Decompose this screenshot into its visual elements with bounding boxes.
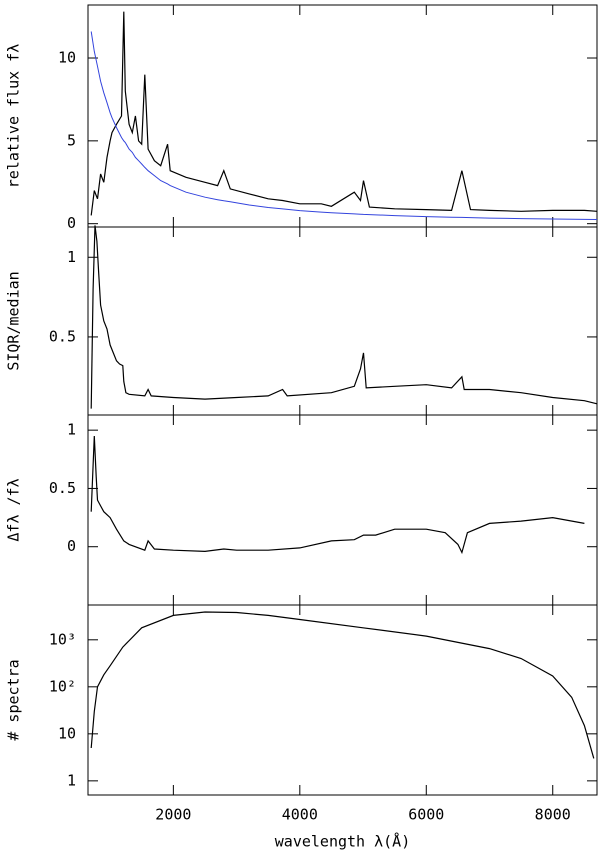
spectrum-line (90, 225, 598, 409)
plot-frame (87, 604, 598, 796)
y-axis-label: relative flux fλ (5, 44, 23, 189)
y-tick-label: 1 (67, 771, 76, 789)
plot-frame (87, 4, 598, 228)
y-tick-label: 10³ (49, 630, 76, 648)
y-tick-label: 0 (67, 537, 76, 555)
x-tick-label: 6000 (408, 806, 444, 824)
y-tick-label: 0 (67, 214, 76, 232)
spectrum-line (90, 435, 585, 555)
x-tick-label: 2000 (155, 806, 191, 824)
y-tick-label: 10² (49, 677, 76, 695)
plot-frame (87, 414, 598, 606)
y-tick-label: 1 (67, 421, 76, 439)
y-axis-label: SIQR/median (5, 271, 23, 370)
y-tick-label: 1 (67, 248, 76, 266)
spectrum-line (90, 611, 595, 759)
spectrum-line (90, 31, 598, 220)
x-tick-label: 8000 (535, 806, 571, 824)
y-tick-label: 10 (58, 49, 76, 67)
y-axis-label: # spectra (5, 659, 23, 740)
y-tick-label: 0.5 (49, 327, 76, 345)
y-axis-label: Δfλ /fλ (5, 478, 23, 541)
plot-frame (87, 226, 598, 416)
x-axis-label: wavelength λ(Å) (275, 832, 410, 851)
y-tick-label: 0.5 (49, 479, 76, 497)
spectrum-line (90, 11, 598, 216)
y-tick-label: 5 (67, 131, 76, 149)
y-tick-label: 10 (58, 724, 76, 742)
x-tick-label: 4000 (282, 806, 318, 824)
